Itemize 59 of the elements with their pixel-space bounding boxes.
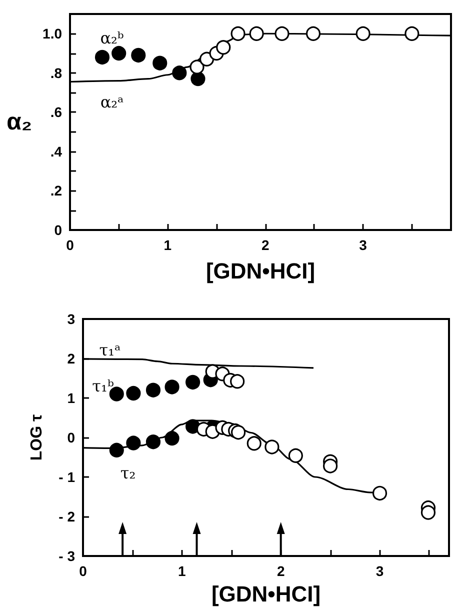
point	[246, 436, 262, 451]
y-tick-label: 1	[67, 390, 76, 406]
point	[420, 505, 436, 520]
annotation: τ₁ᵇ	[92, 376, 114, 396]
x-tick-label: 2	[276, 563, 285, 579]
y-tick-label: 3	[67, 311, 76, 327]
y-tick-label: 1.0	[42, 26, 62, 42]
x-tick-label: 3	[376, 563, 384, 579]
point	[356, 26, 370, 41]
point	[231, 425, 246, 440]
x-axis-title: [GDN•HCI]	[211, 581, 321, 606]
point	[109, 442, 124, 458]
x-tick-label: 3	[359, 237, 368, 253]
point	[146, 434, 161, 450]
point	[131, 48, 146, 63]
point	[186, 374, 200, 390]
point	[164, 380, 180, 394]
point	[126, 386, 141, 401]
x-tick-label: 1	[178, 563, 186, 579]
y-axis-title: LOG τ	[28, 414, 46, 461]
y-tick-label: .2	[50, 182, 62, 199]
annotation: τ₁ᵃ	[99, 340, 121, 360]
y-tick-label: - 2	[58, 508, 76, 524]
x-tick-label: 1	[164, 237, 172, 253]
point	[126, 436, 141, 450]
annotation: α₂ᵃ	[100, 92, 124, 112]
point	[230, 26, 246, 41]
point	[94, 50, 110, 64]
point	[216, 40, 231, 55]
y-tick-label: .8	[50, 64, 62, 81]
y-tick-label: - 1	[58, 469, 76, 485]
point	[323, 458, 338, 474]
point	[249, 26, 264, 41]
y-tick-label: - 3	[58, 548, 76, 564]
point	[404, 26, 420, 41]
y-tick-label: .4	[50, 143, 62, 160]
point	[190, 60, 204, 74]
annotation: α₂ᵇ	[100, 28, 124, 48]
x-tick-label: 2	[261, 237, 270, 253]
point	[372, 486, 388, 500]
annotation: τ₂	[120, 464, 136, 482]
point	[288, 448, 303, 463]
x-axis-title: [GDN•HCI]	[206, 258, 316, 284]
point	[172, 66, 187, 80]
point	[264, 440, 280, 454]
y-tick-label: 0	[54, 222, 62, 238]
point	[274, 26, 290, 41]
point	[190, 72, 206, 86]
y-tick-label: .6	[50, 104, 62, 120]
y-axis-title: α₂	[6, 108, 32, 136]
point	[164, 430, 180, 446]
y-tick-label: 0	[67, 430, 76, 446]
point	[112, 46, 126, 61]
point	[152, 56, 168, 70]
y-tick-label: 2	[67, 350, 76, 366]
point	[146, 382, 161, 398]
point	[306, 26, 321, 41]
x-tick-label: 0	[79, 563, 88, 579]
point	[230, 374, 245, 389]
